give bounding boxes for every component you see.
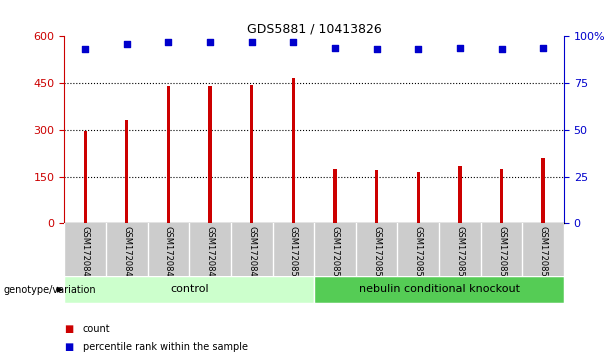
Text: GSM1720845: GSM1720845	[81, 226, 89, 282]
Text: GSM1720849: GSM1720849	[247, 226, 256, 282]
Point	[289, 39, 299, 45]
Text: count: count	[83, 323, 110, 334]
Point	[455, 45, 465, 50]
Point	[164, 39, 173, 45]
Point	[247, 39, 257, 45]
Text: GSM1720847: GSM1720847	[164, 226, 173, 282]
Point	[80, 46, 90, 52]
Text: genotype/variation: genotype/variation	[3, 285, 96, 295]
Text: ■: ■	[64, 342, 74, 352]
Text: control: control	[170, 285, 208, 294]
Bar	[417, 172, 420, 223]
Bar	[292, 78, 295, 223]
Bar	[83, 131, 87, 223]
Bar	[500, 170, 503, 223]
Point	[122, 41, 132, 47]
Text: GSM1720854: GSM1720854	[455, 226, 465, 282]
Text: GSM1720853: GSM1720853	[414, 226, 423, 282]
Text: GSM1720852: GSM1720852	[372, 226, 381, 282]
Text: GSM1720850: GSM1720850	[289, 226, 298, 282]
Point	[538, 45, 548, 50]
Text: GSM1720848: GSM1720848	[205, 226, 215, 282]
Bar	[167, 86, 170, 223]
Text: GSM1720851: GSM1720851	[330, 226, 340, 282]
Bar	[250, 85, 253, 223]
Point	[330, 45, 340, 50]
Text: GSM1720846: GSM1720846	[123, 226, 131, 282]
Text: nebulin conditional knockout: nebulin conditional knockout	[359, 285, 520, 294]
Bar	[314, 276, 564, 303]
Point	[205, 39, 215, 45]
Bar	[333, 169, 337, 223]
Bar	[375, 170, 378, 223]
Text: percentile rank within the sample: percentile rank within the sample	[83, 342, 248, 352]
Text: ■: ■	[64, 323, 74, 334]
Point	[371, 46, 381, 52]
Point	[413, 46, 423, 52]
Bar	[125, 121, 129, 223]
Bar	[458, 166, 462, 223]
Bar	[208, 86, 211, 223]
Bar	[541, 158, 545, 223]
Text: GSM1720855: GSM1720855	[497, 226, 506, 282]
Point	[497, 46, 506, 52]
Text: GSM1720856: GSM1720856	[539, 226, 547, 282]
Bar	[64, 276, 314, 303]
Title: GDS5881 / 10413826: GDS5881 / 10413826	[247, 22, 381, 35]
